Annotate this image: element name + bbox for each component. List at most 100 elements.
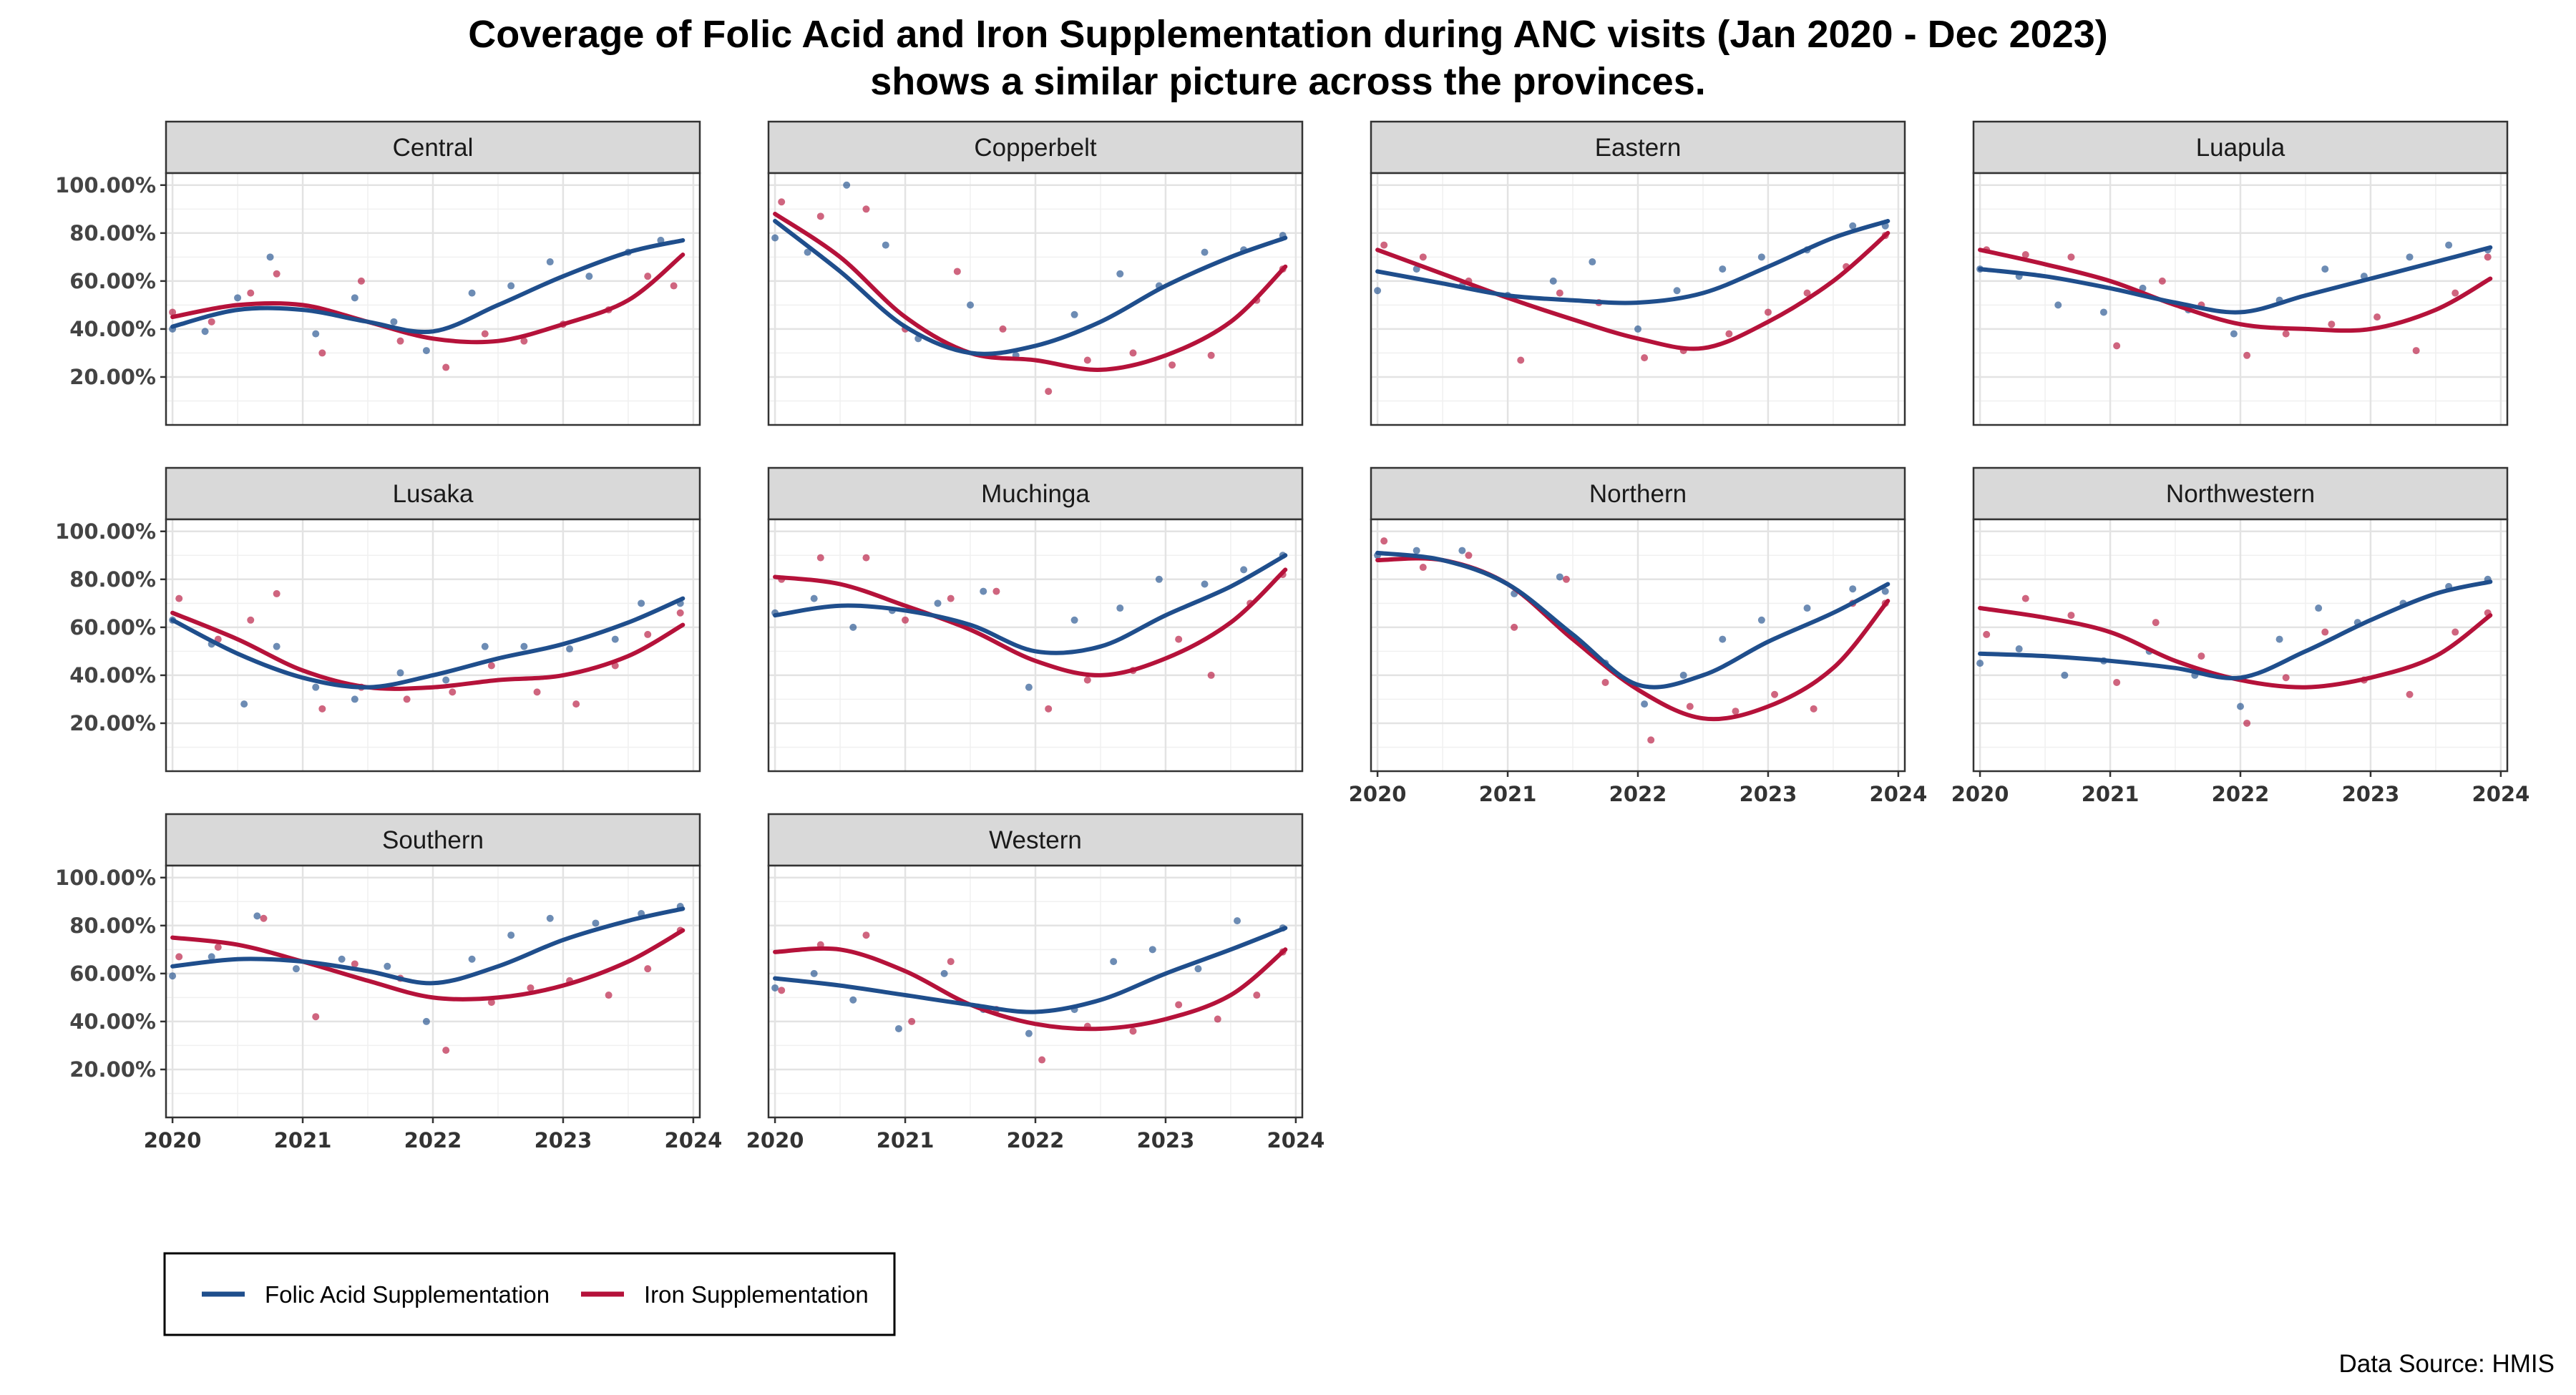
folic-trend-line [773,553,1288,655]
folic-point [810,594,818,602]
folic-point [546,258,554,266]
iron-point [351,960,358,968]
x-tick-label: 2020 [746,1128,804,1152]
iron-point [1083,676,1091,684]
folic-point [1719,635,1727,643]
folic-point [2054,301,2062,309]
y-tick-label: 40.00% [69,317,156,341]
panel-muchinga: Muchinga [767,466,1304,773]
iron-point [2451,628,2459,636]
folic-point [1679,671,1687,679]
panel-northern: Northern 2020 2021 2022 2023 2024 [1349,466,1927,806]
folic-point [804,248,811,256]
panel-central: Central 20.00% 40.00% 60.00% 80.00% 100.00% [55,120,701,426]
folic-point [1201,248,1209,256]
panel-copperbelt: Copperbelt [767,120,1304,426]
folic-point [507,931,515,939]
iron-point [670,282,678,290]
folic-point [2230,330,2238,338]
folic-point [2061,671,2069,679]
iron-point [2021,594,2029,602]
y-tick-label: 40.00% [69,1009,156,1034]
folic-point [1757,253,1765,261]
iron-point [1556,289,1563,297]
folic-point [810,969,818,977]
folic-point [507,282,515,290]
iron-point [527,984,535,992]
iron-point [175,953,183,961]
iron-point [442,1047,450,1054]
y-tick-label: 20.00% [69,365,156,389]
x-tick-label: 2024 [665,1128,723,1152]
x-tick-label: 2020 [1349,782,1407,806]
y-tick-label: 60.00% [69,269,156,293]
iron-point [208,318,215,326]
panel-eastern: Eastern [1370,120,1906,426]
iron-point [1175,1001,1183,1009]
iron-point [1207,671,1215,679]
x-tick-label: 2023 [535,1128,592,1152]
folic-trend-line [1375,550,1890,690]
folic-point [1374,287,1382,295]
iron-point [247,616,255,624]
folic-point [468,289,476,297]
folic-point [843,181,851,189]
y-tick-label: 40.00% [69,663,156,687]
iron-trend-line [170,928,686,1002]
iron-point [1517,356,1525,364]
iron-point [2373,313,2381,321]
panel-label-muchinga: Muchinga [981,480,1090,508]
iron-point [1810,705,1818,713]
x-tick-label: 2021 [274,1128,332,1152]
folic-point [1719,265,1727,273]
iron-point [947,594,955,602]
panel-label-lusaka: Lusaka [393,480,474,508]
iron-point [1169,361,1176,369]
y-tick-label: 20.00% [69,711,156,735]
x-tick-label: 2021 [877,1128,935,1152]
y-tick-label: 100.00% [55,519,156,544]
iron-trend-line [1978,248,2493,333]
iron-trend-line [773,212,1288,372]
iron-point [2067,253,2075,261]
y-tick-label: 20.00% [69,1057,156,1082]
folic-point [882,241,889,249]
iron-point [175,594,183,602]
iron-point [1380,241,1388,249]
folic-point [1881,587,1889,595]
panel-label-eastern: Eastern [1595,134,1682,162]
iron-point [260,914,268,922]
iron-point [1129,1027,1137,1035]
panel-border-central [165,172,701,426]
iron-point [992,587,1000,595]
folic-point [566,645,574,653]
panel-label-central: Central [393,134,474,162]
panel-western: Western 2020 2021 2022 2023 2024 [746,813,1324,1152]
iron-point [318,349,326,357]
iron-point [862,205,870,213]
folic-point [384,962,391,970]
iron-point [442,363,450,371]
folic-point [1458,547,1466,554]
iron-point [778,987,786,994]
folic-point [980,587,987,595]
iron-point [2152,619,2160,627]
iron-point [1983,630,1991,638]
iron-point [2197,652,2205,660]
iron-point [1419,253,1427,261]
iron-point [644,273,652,280]
y-tick-label: 100.00% [55,173,156,197]
folic-point [1589,258,1596,266]
y-tick-label: 60.00% [69,961,156,986]
panel-points-central [169,236,678,371]
panel-grid-lusaka [166,519,700,771]
panel-border-eastern [1370,172,1906,426]
folic-point [592,919,600,927]
folic-point [1116,270,1124,278]
iron-point [1686,703,1694,710]
panel-grid-southern [166,866,700,1117]
folic-point [1201,580,1209,588]
iron-point [2067,612,2075,620]
